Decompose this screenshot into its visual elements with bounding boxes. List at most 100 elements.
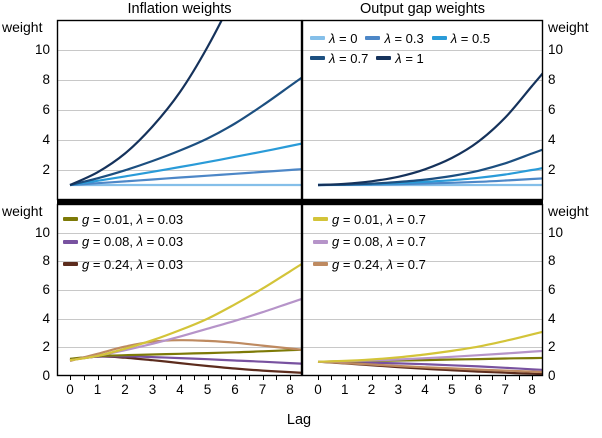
- y-tick-label: 10: [548, 224, 564, 240]
- legend-label: g = 0.24, λ = 0.03: [82, 256, 184, 272]
- legend-swatch-icon: [310, 56, 325, 60]
- y-tick-label: 10: [34, 42, 50, 57]
- chart-inflation-weights-top: [56, 19, 303, 201]
- y-axis-label-weight-bottom-right: weight: [548, 203, 589, 219]
- x-tick-label: 8: [528, 382, 536, 397]
- panel-border: [301, 19, 544, 201]
- y-tick-label: 8: [548, 72, 556, 87]
- x-axis-label-lag: Lag: [286, 412, 312, 428]
- panel-title-inflation-weights: Inflation weights: [127, 1, 232, 17]
- y-tick-label: 2: [548, 162, 556, 177]
- chart-inflation-weights-bottom: [56, 203, 303, 380]
- legend-label: λ = 0.7: [329, 50, 369, 66]
- y-tick-label: 10: [548, 42, 564, 57]
- legend-item: λ = 0: [310, 31, 357, 46]
- legend-label: λ = 0: [329, 30, 358, 46]
- legend-row: g = 0.08, λ = 0.03: [63, 234, 183, 250]
- legend-swatch-icon: [63, 262, 78, 266]
- x-tick-label: 7: [258, 382, 267, 397]
- legend-row: g = 0.24, λ = 0.7: [313, 256, 426, 272]
- legend-item: g = 0.08, λ = 0.03: [63, 234, 183, 249]
- x-tick-label: 0: [314, 382, 322, 397]
- legend-row: λ = 0.7 λ = 1: [310, 50, 490, 66]
- legend-label: λ = 0.5: [450, 30, 491, 46]
- legend-swatch-icon: [376, 56, 392, 60]
- series-line-g-0.08-λ-0.03: [317, 360, 542, 371]
- y-tick-label: 6: [42, 102, 50, 117]
- legend-output-gap-weights-bottom: g = 0.01, λ = 0.7 g = 0.08, λ = 0.7 g = 0.…: [313, 211, 426, 272]
- series-line-g-0.08-λ-0.03: [69, 355, 301, 365]
- legend-label: λ = 0.3: [384, 30, 424, 46]
- x-tick-label: 5: [203, 382, 212, 397]
- x-tick-label: 0: [66, 382, 74, 397]
- y-axis-label-weight-bottom-left: weight: [2, 203, 43, 219]
- x-tick-label: 1: [93, 382, 102, 397]
- chart-output-gap-weights-top: [301, 19, 544, 201]
- legend-label: g = 0.08, λ = 0.7: [332, 234, 426, 249]
- y-tick-label: 6: [548, 282, 556, 297]
- legend-inflation-weights-bottom: g = 0.01, λ = 0.03 g = 0.08, λ = 0.03 g = …: [63, 211, 183, 272]
- x-tick-label: 5: [448, 382, 456, 397]
- legend-item: λ = 0.3: [365, 30, 424, 46]
- legend-row: g = 0.08, λ = 0.7: [313, 234, 426, 250]
- panel-inflation-weights-bottom: g = 0.01, λ = 0.03 g = 0.08, λ = 0.03 g = …: [56, 203, 303, 380]
- series-line-λ-1: [317, 72, 542, 187]
- legend-swatch-icon: [63, 239, 78, 244]
- panel-inflation-weights-top: [56, 19, 303, 201]
- series-line-g-0.24-λ-0.7: [317, 360, 542, 374]
- y-tick-label: 8: [42, 72, 50, 87]
- x-tick-label: 3: [148, 382, 157, 397]
- legend-label: λ = 1: [395, 50, 424, 66]
- y-tick-label: 4: [548, 310, 556, 326]
- legend-label: g = 0.24, λ = 0.7: [332, 256, 426, 272]
- legend-item: g = 0.01, λ = 0.03: [63, 212, 183, 227]
- y-tick-label: 4: [42, 310, 50, 326]
- x-tick-label: 3: [394, 382, 403, 397]
- legend-output-gap-weights-top: λ = 0 λ = 0.3 λ = 0.5 λ = 0.7 λ = 1: [310, 30, 490, 66]
- series-line-g-0.01-λ-0.03: [69, 348, 301, 360]
- x-tick-label: 2: [367, 382, 376, 397]
- chart-output-gap-weights-bottom: [301, 203, 544, 380]
- series-line-g-0.24-λ-0.7: [69, 339, 301, 362]
- legend-item: λ = 1: [376, 50, 424, 66]
- x-tick-label: 7: [501, 382, 510, 397]
- panel-border: [56, 19, 303, 201]
- legend-label: g = 0.08, λ = 0.03: [82, 234, 184, 249]
- x-tick-label: 6: [474, 382, 483, 397]
- series-line-g-0.01-λ-0.7: [69, 263, 301, 362]
- x-tick-label: 6: [231, 382, 239, 397]
- y-tick-label: 4: [42, 132, 50, 147]
- y-tick-label: 10: [34, 224, 50, 240]
- legend-swatch-icon: [313, 239, 328, 244]
- panel-title-output-gap-weights: Output gap weights: [360, 1, 485, 17]
- legend-swatch-icon: [313, 217, 328, 221]
- series-line-λ-0.7: [317, 148, 542, 187]
- x-tick-label: 1: [341, 382, 349, 397]
- series-line-g-0.01-λ-0.7: [317, 330, 542, 363]
- legend-swatch-icon: [310, 36, 325, 40]
- legend-swatch-icon: [63, 217, 78, 221]
- y-tick-label: 8: [42, 253, 50, 269]
- y-tick-label: 4: [548, 132, 556, 147]
- legend-row: g = 0.01, λ = 0.7: [313, 211, 426, 227]
- legend-row: λ = 0 λ = 0.3 λ = 0.5: [310, 30, 490, 46]
- legend-item: λ = 0.5: [431, 30, 491, 46]
- y-tick-label: 2: [42, 339, 50, 355]
- y-tick-label: 6: [548, 102, 556, 117]
- panel-divider: [57, 200, 543, 204]
- legend-swatch-icon: [313, 262, 328, 266]
- y-tick-label: 0: [548, 368, 556, 383]
- y-tick-label: 2: [42, 162, 50, 177]
- panel-output-gap-weights-top: λ = 0 λ = 0.3 λ = 0.5 λ = 0.7 λ = 1: [301, 19, 544, 201]
- legend-row: g = 0.24, λ = 0.03: [63, 256, 183, 272]
- panel-border: [301, 203, 544, 377]
- panel-border: [56, 203, 303, 377]
- legend-swatch-icon: [431, 36, 447, 40]
- x-tick-label: 8: [286, 382, 294, 397]
- legend-swatch-icon: [365, 36, 381, 40]
- legend-item: g = 0.08, λ = 0.7: [313, 234, 426, 249]
- legend-label: g = 0.01, λ = 0.03: [82, 211, 184, 227]
- legend-item: λ = 0.7: [310, 51, 368, 66]
- legend-item: g = 0.24, λ = 0.03: [63, 257, 183, 272]
